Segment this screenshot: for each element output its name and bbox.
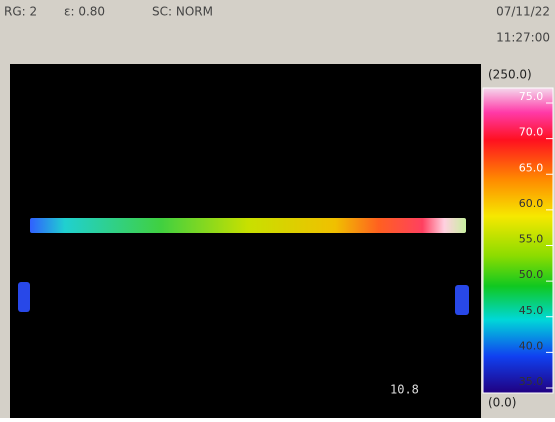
scale-label: 55.0 xyxy=(519,233,544,246)
time: 11:27:00 xyxy=(496,31,550,45)
thermal-screen: RG: 2 ε: 0.80 SC: NORM 07/11/22 11:27:00… xyxy=(0,0,555,418)
right-object xyxy=(455,285,469,315)
emissivity: ε: 0.80 xyxy=(64,5,105,19)
scale-max: (250.0) xyxy=(488,68,532,82)
range: RG: 2 xyxy=(4,5,37,19)
scale-label: 65.0 xyxy=(519,161,544,174)
left-object xyxy=(18,282,30,312)
readout: 10.8 xyxy=(390,383,419,397)
scale-mode: SC: NORM xyxy=(152,5,213,19)
thermal-image xyxy=(10,64,481,418)
date: 07/11/22 xyxy=(496,5,550,19)
scale-label: 35.0 xyxy=(519,375,544,388)
scale-min: (0.0) xyxy=(488,396,516,410)
scale-label: 50.0 xyxy=(519,268,544,281)
scale-label: 45.0 xyxy=(519,304,544,317)
scale-label: 60.0 xyxy=(519,197,544,210)
scale-label: 40.0 xyxy=(519,339,544,352)
scale-label: 75.0 xyxy=(519,90,544,103)
scale-label: 70.0 xyxy=(519,126,544,139)
hot-rod xyxy=(30,218,466,233)
